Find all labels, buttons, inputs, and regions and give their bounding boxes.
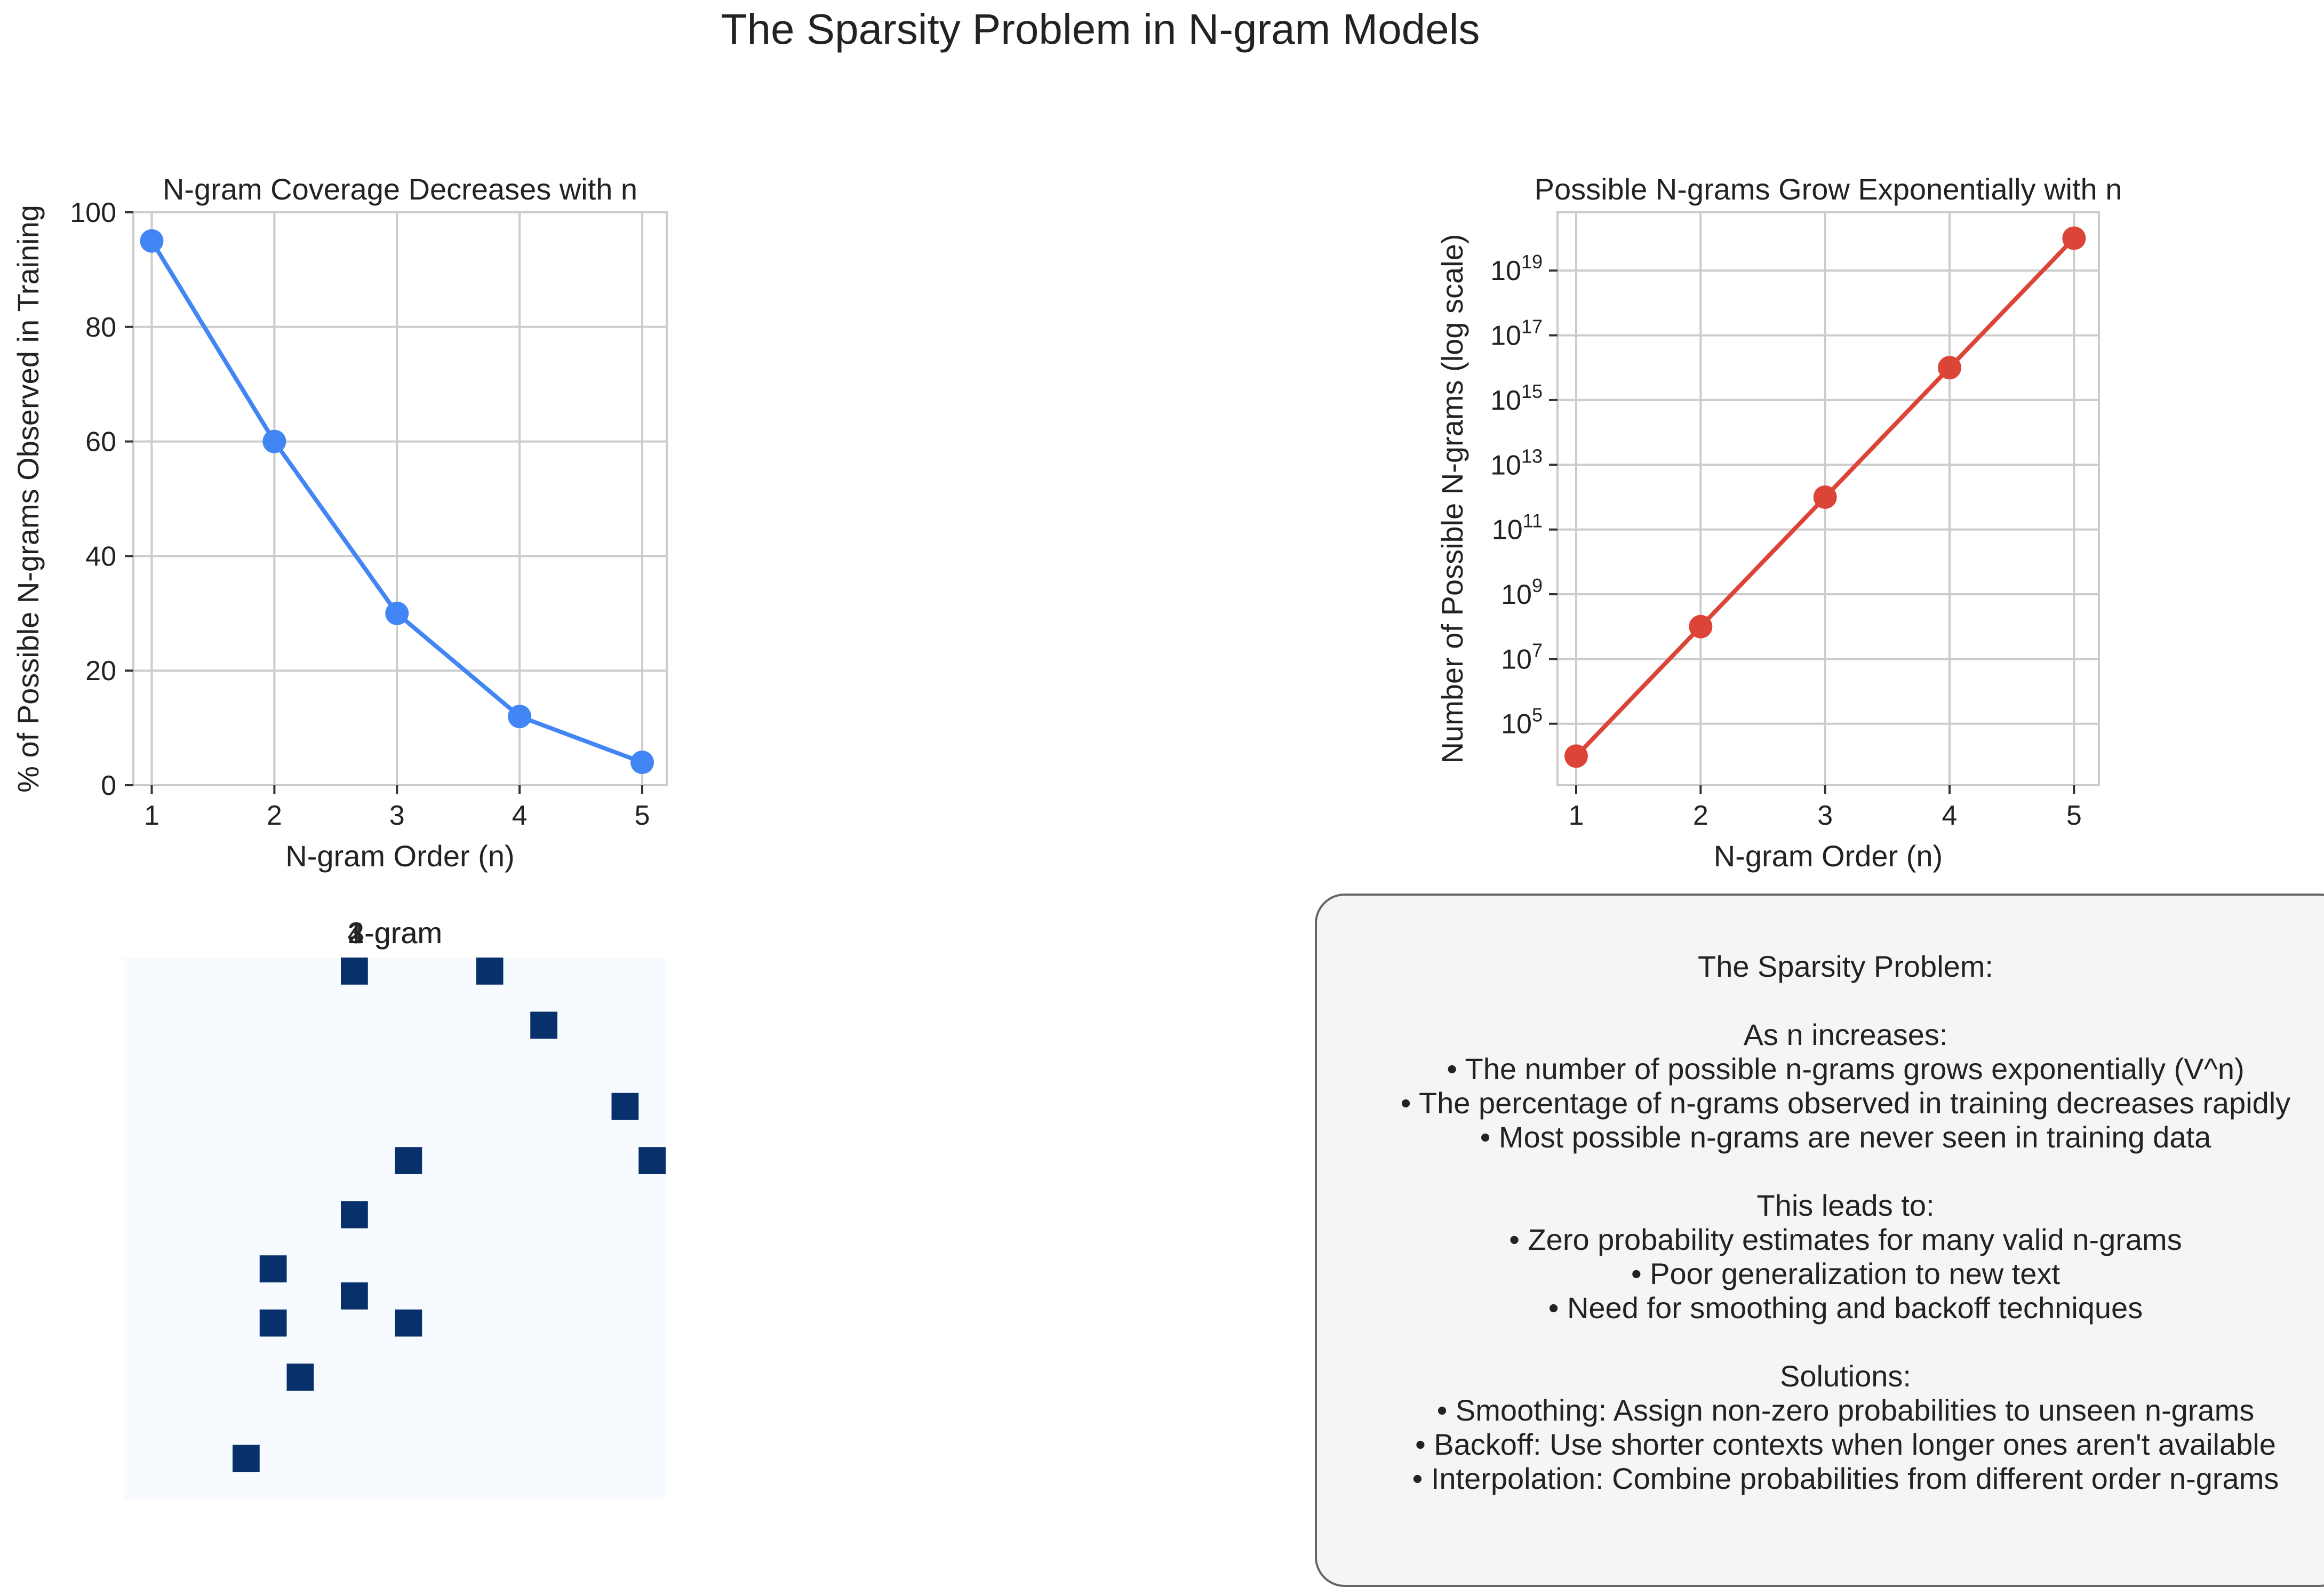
x-tick-label: 1: [144, 800, 159, 831]
y-tick-label: 105: [1501, 704, 1543, 740]
matrix-background: [124, 958, 666, 1499]
x-tick-label: 3: [1817, 800, 1833, 831]
data-point: [1689, 615, 1713, 639]
summary-line: • The percentage of n-grams observed in …: [1400, 1086, 2291, 1120]
observed-cell: [530, 1011, 557, 1039]
coverage-chart: 1 2 3 4 5 0 20 40 60 80 100 N-gram Coverage Decreas…: [11, 172, 668, 873]
observed-cell: [395, 1309, 422, 1337]
y-tick-label: 80: [85, 312, 116, 343]
y-tick-label: 1017: [1490, 316, 1543, 352]
data-point: [385, 601, 409, 625]
y-axis-label: Number of Possible N-grams (log scale): [1435, 234, 1469, 764]
summary-line: • Interpolation: Combine probabilities f…: [1412, 1462, 2279, 1495]
x-tick-label: 4: [1942, 800, 1958, 831]
observed-cell: [395, 1147, 422, 1174]
matrix-title: 3-gram: [348, 916, 442, 950]
y-tick-label: 40: [85, 541, 116, 572]
observed-cell: [476, 958, 504, 985]
data-point: [1938, 356, 1961, 380]
summary-text: The Sparsity Problem: As n increases: • Th…: [1315, 950, 2324, 1496]
data-point: [140, 229, 164, 253]
x-axis-label: N-gram Order (n): [285, 839, 514, 873]
summary-line: • The number of possible n-grams grows e…: [1447, 1052, 2245, 1086]
y-tick-label: 20: [85, 656, 116, 687]
summary-line: • Backoff: Use shorter contexts when lon…: [1415, 1427, 2276, 1461]
summary-line: As n increases:: [1743, 1018, 1948, 1051]
data-point: [2062, 226, 2086, 250]
chart-title: N-gram Coverage Decreases with n: [163, 172, 637, 206]
summary-line: • Zero probability estimates for many va…: [1509, 1223, 2182, 1256]
summary-line: • Need for smoothing and backoff techniq…: [1548, 1291, 2143, 1325]
summary-line: • Most possible n-grams are never seen i…: [1480, 1120, 2211, 1154]
observed-cell: [341, 958, 368, 985]
y-tick-label: 107: [1501, 639, 1543, 675]
x-tick-label: 2: [1693, 800, 1708, 831]
chart-title: Possible N-grams Grow Exponentially with…: [1535, 172, 2122, 206]
x-tick-label: 2: [267, 800, 282, 831]
y-tick-label: 100: [70, 197, 116, 228]
observed-cell: [286, 1363, 314, 1391]
x-tick-label: 1: [1569, 800, 1584, 831]
y-tick-label: 1015: [1490, 380, 1543, 416]
observed-cell: [611, 1092, 639, 1120]
figure-title: The Sparsity Problem in N-gram Models: [721, 5, 1480, 53]
observed-cell: [259, 1309, 287, 1337]
summary-line: Solutions:: [1780, 1359, 1911, 1393]
data-point: [1564, 744, 1588, 768]
observed-cell: [341, 1201, 368, 1229]
data-point: [262, 429, 286, 453]
figure-canvas: The Sparsity Problem in N-gram Models 1 2…: [11, 5, 2122, 1499]
summary-line: [1315, 1154, 2324, 1189]
y-tick-label: 1011: [1492, 510, 1543, 546]
x-tick-label: 3: [389, 800, 405, 831]
summary-line: [1315, 1325, 2324, 1359]
y-tick-label: 109: [1501, 575, 1543, 610]
plot-frame: [1556, 211, 2100, 786]
summary-line: [1315, 984, 2324, 1018]
y-axis-label: % of Possible N-grams Observed in Traini…: [11, 205, 45, 793]
data-point: [508, 705, 532, 729]
x-tick-label: 5: [635, 800, 650, 831]
observed-cell: [341, 1282, 368, 1310]
x-axis-label: N-gram Order (n): [1714, 839, 1943, 873]
x-tick-label: 4: [512, 800, 528, 831]
y-tick-label: 1013: [1490, 445, 1543, 481]
matrix-title: 1-gram: [348, 916, 442, 950]
summary-line: • Poor generalization to new text: [1631, 1257, 2061, 1290]
summary-box: [1315, 894, 2324, 1587]
matrix-title: 2-gram: [348, 916, 442, 950]
y-tick-label: 0: [101, 770, 116, 801]
summary-line: This leads to:: [1756, 1189, 1935, 1222]
plot-frame: [132, 211, 668, 786]
observed-cell: [638, 1147, 666, 1174]
summary-line: The Sparsity Problem:: [1698, 950, 1993, 983]
y-tick-label: 60: [85, 427, 116, 458]
data-point: [1813, 485, 1837, 509]
data-point: [630, 751, 654, 775]
x-tick-label: 5: [2066, 800, 2082, 831]
y-tick-label: 1019: [1490, 251, 1543, 286]
matrix-title: 4-gram: [348, 916, 442, 950]
observed-cell: [259, 1255, 287, 1282]
possible-ngrams-chart: 1 2 3 4 5 105 107 109 1011 1013 1015 1017 1019 Possib…: [1435, 172, 2122, 873]
observed-cell: [233, 1445, 260, 1472]
summary-line: • Smoothing: Assign non-zero probabiliti…: [1436, 1393, 2255, 1427]
